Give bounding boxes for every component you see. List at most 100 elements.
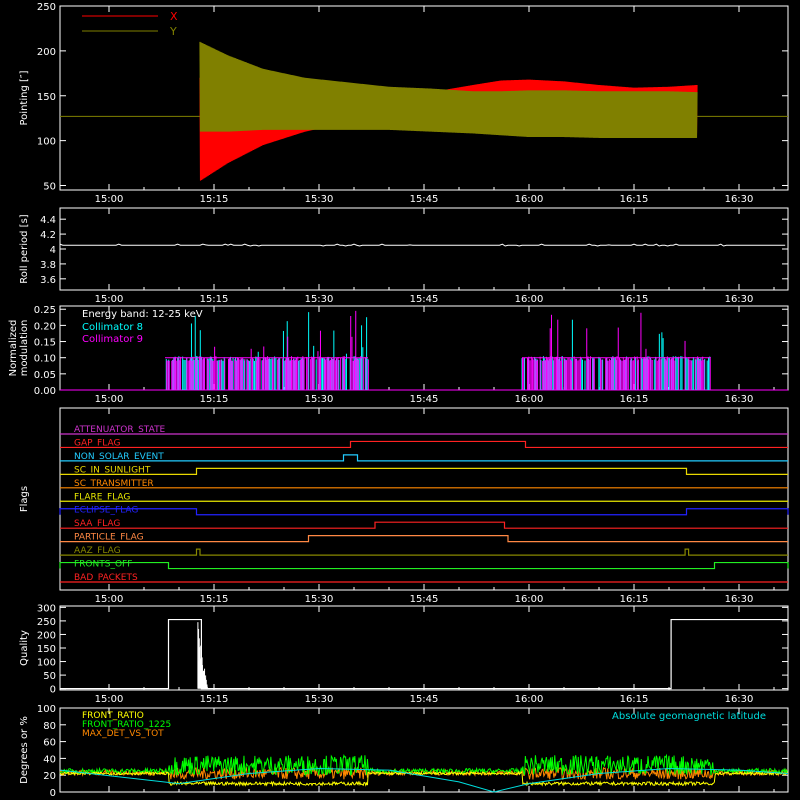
pointing-xtick-label: 16:00 — [515, 194, 544, 205]
ratios-panel: 0 20 40 60 80 100 Degrees or % FRONT_RATIOFRONT… — [19, 704, 789, 799]
flags-xtick-label: 16:30 — [725, 594, 754, 605]
pointing-ytick-label: 250 — [37, 2, 56, 13]
flag-line-gap-flag — [60, 440, 788, 449]
pointing-ytick-label: 150 — [37, 92, 56, 103]
flag-label-bad-packets: BAD_PACKETS — [74, 573, 138, 583]
pointing-xtick-label: 16:15 — [620, 194, 649, 205]
flag-label-gap-flag: GAP_FLAG — [74, 438, 120, 448]
flags-xtick-label: 15:15 — [200, 594, 229, 605]
flag-line-saa-flag — [60, 521, 788, 529]
quality-xtick-label: 15:00 — [95, 694, 124, 705]
flag-label-flare-flag: FLARE_FLAG — [74, 492, 130, 502]
flag-label-eclipse-flag: ECLIPSE_FLAG — [74, 506, 138, 516]
modulation-panel: 15:00 15:15 15:30 15:45 16:00 16:15 16:30 0.00 0… — [8, 305, 789, 405]
pointing-ytick-label: 50 — [43, 182, 56, 193]
roll-xtick-label: 16:30 — [725, 294, 754, 305]
quality-xtick-label: 16:00 — [515, 694, 544, 705]
roll-ytick-label: 4 — [50, 245, 56, 256]
flag-label-sc-in-sunlight: SC_IN_SUNLIGHT — [74, 465, 151, 475]
modulation-xtick-label: 15:00 — [95, 394, 124, 405]
roll-xtick-label: 15:45 — [410, 294, 439, 305]
flags-ylabel: Flags — [19, 486, 30, 512]
roll-ytick-label: 4.2 — [40, 230, 56, 241]
ratios-ytick-label: 100 — [37, 704, 56, 715]
pointing-ytick-label: 200 — [37, 47, 56, 58]
quality-ytick-label: 300 — [37, 603, 56, 614]
quality-xtick-label: 15:45 — [410, 694, 439, 705]
modulation-xtick-label: 15:45 — [410, 394, 439, 405]
ratio-legend-1: FRONT_RATIO_1225 — [82, 720, 171, 730]
quality-ytick-label: 100 — [37, 658, 56, 669]
flags-xtick-label: 16:15 — [620, 594, 649, 605]
ratio-legend-0: FRONT_RATIO — [82, 711, 144, 721]
roll-ytick-label: 4.4 — [40, 215, 56, 226]
quality-xtick-label: 15:30 — [305, 694, 334, 705]
quality-panel: 15:00 15:15 15:30 15:45 16:00 16:15 16:30 0 50 10… — [19, 603, 789, 705]
flag-label-sc-transmitter: SC_TRANSMITTER — [74, 479, 154, 489]
quality-ytick-label: 200 — [37, 630, 56, 641]
flags-panel: 15:00 15:15 15:30 15:45 16:00 16:15 16:30 Flags… — [19, 407, 789, 605]
ratio-legend-2: MAX_DET_VS_TOT — [82, 729, 164, 739]
quality-ylabel: Quality — [19, 630, 30, 666]
modulation-xtick-label: 16:30 — [725, 394, 754, 405]
quality-ytick-label: 150 — [37, 644, 56, 655]
flag-label-aaz-flag: AAZ_FLAG — [74, 546, 121, 556]
ratios-ytick-label: 20 — [43, 771, 56, 782]
roll-period-line — [59, 243, 786, 247]
modulation-ytick-label: 0.25 — [34, 305, 56, 316]
roll-ytick-label: 3.6 — [40, 275, 56, 286]
modulation-ytick-label: 0.00 — [34, 386, 56, 397]
modulation-xtick-label: 15:15 — [200, 394, 229, 405]
latitude-label: Absolute geomagnetic latitude — [612, 711, 766, 722]
ratios-ylabel: Degrees or % — [19, 716, 30, 784]
modulation-ylabel: Normalized — [8, 320, 19, 377]
ratios-ytick-label: 80 — [43, 721, 56, 732]
pointing-ylabel: Pointing [″] — [19, 70, 30, 125]
flag-line-particle-flag — [60, 535, 788, 543]
roll-frame — [59, 207, 789, 291]
modulation-ytick-label: 0.05 — [34, 370, 56, 381]
modulation-xtick-label: 15:30 — [305, 394, 334, 405]
quality-xtick-label: 15:15 — [200, 694, 229, 705]
latitude-curve — [59, 767, 789, 793]
roll-xtick-label: 15:30 — [305, 294, 334, 305]
quality-line — [59, 618, 788, 690]
flag-line-non-solar-event — [60, 454, 788, 462]
quality-xtick-label: 16:15 — [620, 694, 649, 705]
flag-line-aaz-flag — [60, 548, 788, 556]
modulation-ytick-label: 0.20 — [34, 321, 56, 332]
ratios-ytick-label: 0 — [50, 788, 56, 799]
modulation-legend-9: Collimator 9 — [82, 334, 143, 345]
flag-label-particle-flag: PARTICLE_FLAG — [74, 533, 144, 543]
pointing-xtick-label: 15:15 — [200, 194, 229, 205]
pointing-series-y — [199, 41, 698, 138]
roll-xtick-label: 16:15 — [620, 294, 649, 305]
flag-line-fronts-off — [59, 561, 789, 570]
modulation-energy-band: Energy band: 12-25 keV — [82, 309, 203, 320]
modulation-legend-8: Collimator 8 — [82, 322, 143, 333]
ratios-ytick-label: 60 — [43, 738, 56, 749]
flag-label-non-solar-event: NON_SOLAR_EVENT — [74, 452, 164, 462]
pointing-ytick-label: 100 — [37, 137, 56, 148]
pointing-xtick-label: 15:45 — [410, 194, 439, 205]
flags-xtick-label: 15:00 — [95, 594, 124, 605]
ratio-series-front-ratio-1225 — [59, 753, 788, 777]
pointing-xtick-label: 15:30 — [305, 194, 334, 205]
flag-line-eclipse-flag — [59, 508, 789, 516]
quality-ytick-label: 0 — [50, 685, 56, 696]
flag-line-sc-in-sunlight — [60, 467, 788, 475]
legend-label-x: X — [170, 10, 178, 23]
roll-panel: 15:00 15:15 15:30 15:45 16:00 16:15 16:30 3.6 3.… — [19, 207, 789, 305]
quality-ytick-label: 50 — [43, 671, 56, 682]
flags-frame — [59, 407, 789, 591]
pointing-xtick-label: 16:30 — [725, 194, 754, 205]
flags-xtick-label: 15:45 — [410, 594, 439, 605]
flags-xtick-label: 15:30 — [305, 594, 334, 605]
pointing-panel: 15:00 15:15 15:30 15:45 16:00 16:15 16:30 50 100… — [19, 2, 789, 205]
pointing-xtick-label: 15:00 — [95, 194, 124, 205]
flags-xtick-label: 16:00 — [515, 594, 544, 605]
ratios-ytick-label: 40 — [43, 754, 56, 765]
roll-ylabel: Roll period [s] — [19, 214, 30, 283]
modulation-ytick-label: 0.15 — [34, 338, 56, 349]
